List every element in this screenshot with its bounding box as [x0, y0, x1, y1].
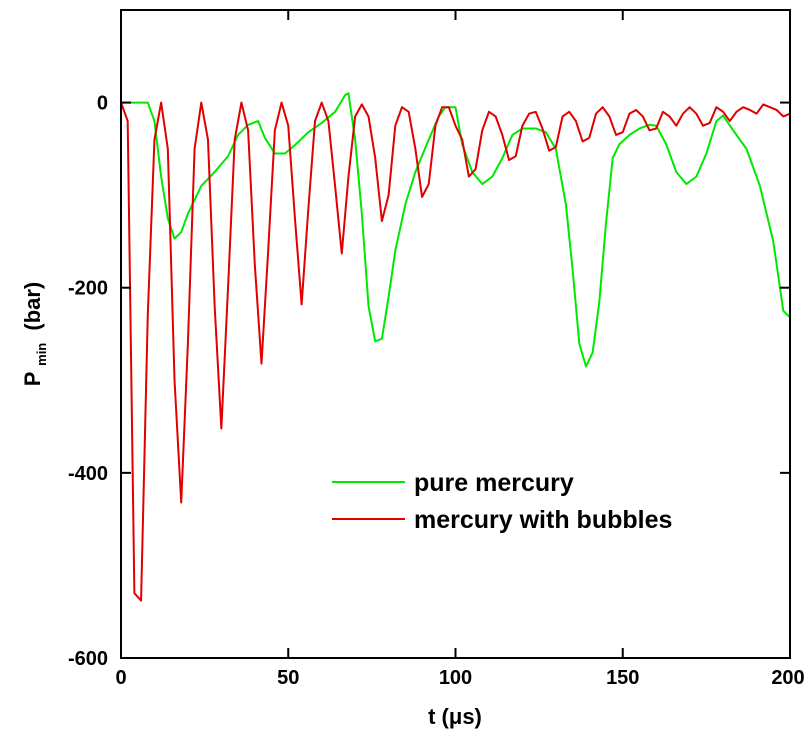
x-tick-label: 0: [115, 667, 126, 689]
legend: pure mercury mercury with bubbles: [332, 469, 672, 534]
svg-text:P min (bar): P min (bar): [20, 282, 51, 387]
y-tick-label: 0: [97, 93, 108, 115]
x-tick-label: 150: [606, 667, 639, 689]
y-tick-label: -400: [68, 463, 108, 485]
legend-label-mercury-with-bubbles: mercury with bubbles: [414, 506, 672, 534]
x-tick-label: 50: [277, 667, 299, 689]
y-axis-title-main: P: [20, 372, 45, 386]
series-layer: [120, 92, 791, 602]
x-tick-label: 100: [439, 667, 472, 689]
y-tick-label: -600: [68, 648, 108, 670]
y-axis-title-subscript: min: [34, 343, 49, 366]
tick-layer: 0 50 100 150 200 -600 -400 -200 0: [68, 10, 805, 689]
y-axis-title-unit: (bar): [20, 282, 45, 331]
y-axis-title: P min (bar): [20, 282, 51, 387]
x-tick-label: 200: [771, 667, 804, 689]
series-line-mercury-with-bubbles: [120, 101, 791, 602]
legend-label-pure-mercury: pure mercury: [414, 469, 574, 497]
x-axis-title: t (μs): [428, 704, 482, 729]
series-line-pure-mercury: [121, 92, 791, 368]
y-tick-label: -200: [68, 278, 108, 300]
